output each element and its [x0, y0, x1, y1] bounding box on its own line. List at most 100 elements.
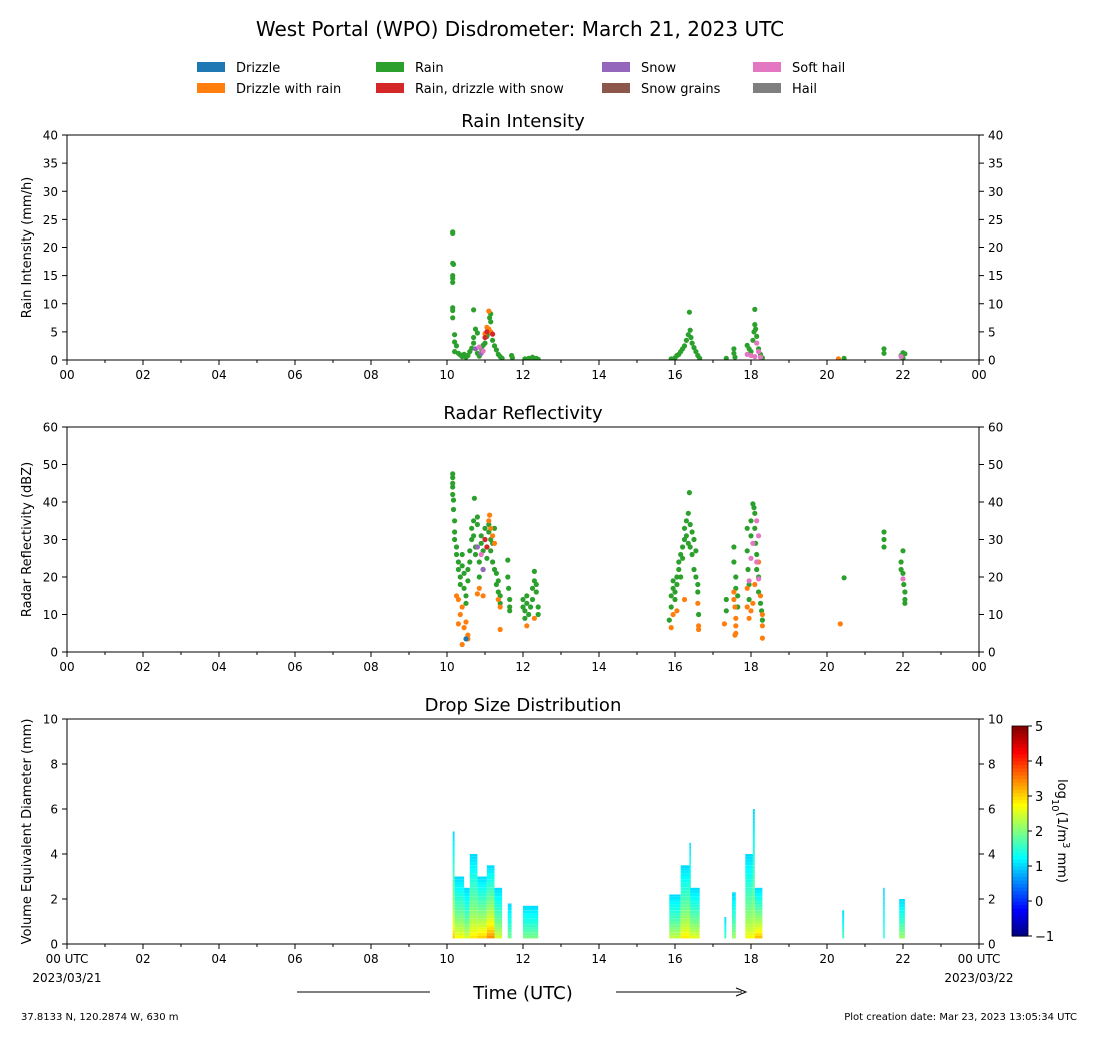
dsd-cell	[454, 913, 465, 916]
data-point-soft-hail	[752, 354, 758, 360]
legend-label-snow-grains: Snow grains	[641, 82, 721, 97]
data-point-rain	[463, 593, 469, 599]
data-point-rain	[453, 551, 460, 558]
data-point-rain	[695, 589, 701, 595]
x-tick-label: 18	[743, 952, 758, 966]
dsd-cell	[464, 887, 470, 891]
dsd-cell	[464, 935, 470, 939]
data-point-drizzle-with-rain	[744, 585, 750, 591]
dsd-cell	[883, 932, 885, 936]
dsd-cell	[469, 862, 478, 866]
dsd-cell	[732, 901, 736, 905]
dsd-cell	[689, 856, 691, 860]
dsd-cell	[494, 927, 503, 930]
y-tick-label-left: 40	[43, 129, 58, 143]
y-tick-label-left: 20	[43, 241, 58, 255]
dsd-cell	[732, 893, 736, 897]
dsd-cell	[452, 879, 455, 883]
dsd-cell	[724, 932, 727, 936]
colorbar-segment	[1012, 883, 1028, 888]
dsd-cell	[494, 890, 503, 894]
colorbar-segment	[1012, 887, 1028, 892]
dsd-cell	[486, 910, 495, 914]
data-point-rain	[533, 589, 539, 595]
dsd-cell	[689, 907, 691, 911]
data-point-rain	[471, 518, 477, 524]
dsd-cell	[452, 868, 455, 871]
data-point-drizzle-with-rain	[459, 604, 465, 610]
dsd-cell	[754, 935, 763, 939]
data-point-rain	[499, 355, 505, 360]
data-point-rain	[900, 548, 906, 554]
data-point-rain	[450, 475, 456, 481]
data-point-snow	[480, 566, 486, 573]
dsd-cell	[464, 907, 470, 911]
dsd-cell	[680, 873, 691, 877]
data-point-rain	[493, 347, 499, 353]
colorbar-segment	[1012, 876, 1028, 881]
y-tick-label-right: 15	[988, 269, 1003, 283]
dsd-cell	[689, 918, 691, 922]
y-tick-label-right: 35	[988, 157, 1003, 171]
y-tick-label-right: 4	[988, 848, 996, 862]
data-point-rain	[528, 604, 534, 610]
dsd-cell	[486, 887, 495, 891]
dsd-cell	[486, 921, 495, 925]
dsd-cell	[680, 915, 691, 919]
colorbar-segment	[1012, 824, 1028, 829]
dsd-cell	[477, 929, 487, 933]
legend-swatch-hail	[753, 83, 781, 93]
data-point-drizzle-with-rain	[674, 608, 680, 614]
dsd-cell	[745, 859, 753, 863]
dsd-cell	[464, 901, 470, 905]
x-tick-label: 02	[135, 660, 150, 674]
dsd-cell	[669, 913, 681, 916]
panel-title: Drop Size Distribution	[425, 695, 622, 716]
dsd-cell	[669, 932, 681, 936]
dsd-cell	[689, 868, 691, 871]
data-point-rain	[680, 544, 686, 550]
drop-size-distribution-panel: Drop Size Distribution Volume Equivalent …	[20, 695, 1003, 966]
data-point-rain	[898, 559, 904, 565]
dsd-cell	[507, 929, 512, 933]
dsd-cell	[883, 901, 885, 905]
colorbar-segment	[1012, 757, 1028, 762]
colorbar-segment	[1012, 852, 1028, 857]
dsd-cell	[690, 901, 700, 905]
colorbar-segment	[1012, 743, 1028, 748]
dsd-cell	[690, 890, 700, 894]
x-tick-label: 20	[819, 952, 834, 966]
dsd-cell	[452, 854, 455, 857]
colorbar-segment	[1012, 827, 1028, 832]
data-point-rain	[881, 529, 887, 535]
data-point-rain	[748, 533, 754, 539]
data-point-rain-drizzle-with-snow	[482, 536, 488, 543]
data-point-rain	[668, 604, 674, 610]
dsd-cell	[452, 856, 455, 860]
legend-swatch-drizzle-with-rain	[197, 83, 225, 93]
dsd-cell	[507, 924, 512, 928]
dsd-cell	[752, 870, 755, 874]
dsd-cell	[745, 929, 753, 933]
colorbar-segment	[1012, 771, 1028, 776]
dsd-cell	[689, 845, 691, 849]
legend-label-snow: Snow	[641, 61, 676, 76]
dsd-cell	[752, 831, 755, 835]
data-point-rain	[750, 337, 756, 343]
dsd-cell	[745, 901, 753, 905]
dsd-cell	[690, 907, 700, 911]
dsd-cell	[752, 845, 755, 849]
dsd-cell	[680, 887, 691, 891]
data-point-rain	[457, 574, 463, 580]
data-point-drizzle-with-rain	[696, 626, 702, 633]
y-tick-label-left: 10	[43, 713, 58, 727]
dsd-cell	[754, 929, 763, 933]
dsd-cell	[680, 896, 691, 899]
data-point-rain	[469, 525, 475, 531]
x-tick-label: 04	[211, 660, 226, 674]
dsd-cell	[752, 896, 755, 899]
dsd-cell	[486, 907, 495, 911]
dsd-cell	[754, 887, 763, 891]
dsd-cell	[452, 935, 455, 939]
data-point-rain-drizzle-with-snow	[484, 544, 490, 550]
